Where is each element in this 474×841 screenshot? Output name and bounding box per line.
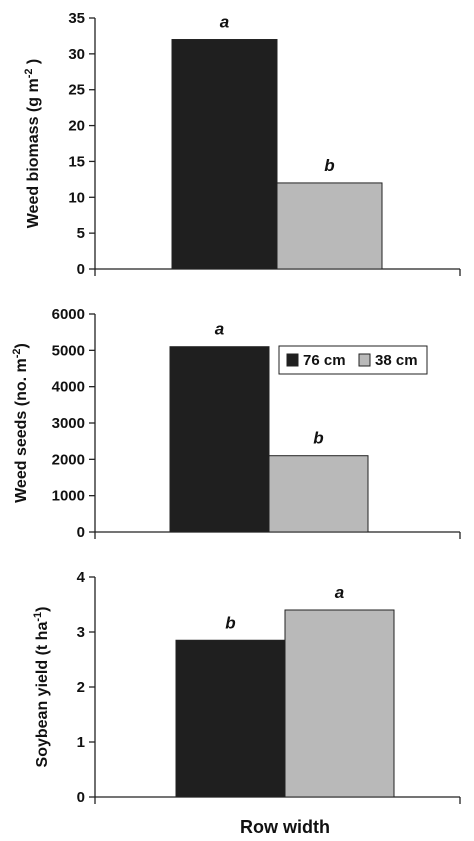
y-tick-label: 2000: [52, 451, 85, 468]
significance-letter: a: [335, 583, 344, 602]
y-tick-label: 25: [68, 82, 85, 99]
panel-1: 0 5 10 15 20 25 30 35 a b Weed biomass (g m-2 ): [23, 10, 461, 278]
y-tick-label: 0: [77, 789, 85, 806]
y-tick-label: 2: [77, 679, 85, 696]
y-tick-label: 4: [77, 569, 86, 586]
significance-letter: b: [313, 429, 323, 448]
y-tick-label: 3: [77, 624, 85, 641]
y-tick-label: 15: [68, 153, 85, 170]
bar-38-cm: [276, 182, 383, 270]
y-tick-label: 6000: [52, 306, 85, 323]
x-axis-title: Row width: [240, 817, 330, 837]
y-tick-label: 3000: [52, 415, 85, 432]
bar-76-cm: [171, 39, 278, 270]
y-axis-title: Weed biomass (g m-2 ): [23, 59, 42, 229]
y-tick-label: 0: [77, 261, 85, 278]
legend-swatch: [286, 353, 299, 367]
bar-76-cm: [169, 346, 270, 533]
bar-38-cm: [268, 455, 369, 533]
y-tick-label: 20: [68, 118, 85, 135]
y-axis-title: Weed seeds (no. m-2): [11, 343, 30, 503]
y-tick-label: 0: [77, 524, 85, 541]
y-tick-label: 1000: [52, 488, 85, 505]
y-tick-label: 35: [68, 10, 85, 27]
y-axis-title: Soybean yield (t ha-1): [32, 607, 51, 768]
panel-2: 0 1000 2000 3000 4000 5000 6000 a b Weed seeds (n…: [11, 306, 461, 541]
y-tick-label: 10: [68, 189, 85, 206]
y-tick-label: 30: [68, 46, 85, 63]
significance-letter: b: [225, 613, 235, 632]
significance-letter: a: [215, 320, 224, 339]
legend-swatch: [358, 353, 371, 367]
significance-letter: b: [324, 156, 334, 175]
y-tick-label: 5000: [52, 342, 85, 359]
significance-letter: a: [220, 13, 229, 32]
legend: 76 cm 38 cm: [278, 345, 428, 375]
y-tick-label: 4000: [52, 379, 85, 396]
legend-label: 38 cm: [375, 352, 418, 369]
bar-38-cm: [284, 609, 395, 798]
legend-label: 76 cm: [303, 352, 346, 369]
y-tick-label: 1: [77, 734, 85, 751]
y-tick-label: 5: [77, 225, 85, 242]
panel-3: 0 1 2 3 4 b a Soybean yield (t ha-1): [32, 569, 461, 806]
bar-76-cm: [175, 639, 286, 798]
legend-box: [278, 345, 428, 375]
